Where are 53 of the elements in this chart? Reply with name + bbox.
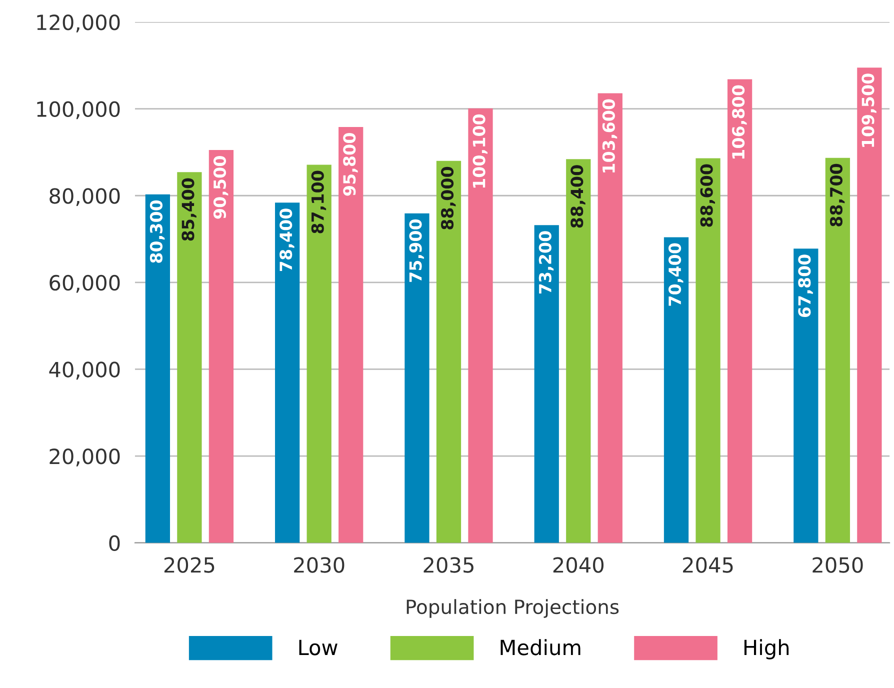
bar [794,248,818,543]
bar [825,158,850,543]
bar [306,164,332,543]
x-tick-label: 2050 [812,557,863,573]
data-label: 109,500 [862,74,876,147]
bar [404,213,430,543]
y-tick-label: 40,000 [49,362,120,380]
x-tick-label: 2035 [424,557,474,573]
data-label: 88,700 [830,164,845,226]
y-tick-label: 100,000 [37,101,120,120]
data-label: 78,400 [280,208,294,271]
x-tick-label: 2030 [294,557,344,573]
y-tick-label: 80,000 [50,188,120,206]
data-label: 88,000 [440,166,456,230]
bar [177,172,202,543]
bar [566,159,591,543]
bar [275,202,300,543]
x-tick-label: 2040 [553,557,604,573]
x-tick-label: 2045 [683,557,733,573]
bar [664,237,689,543]
data-label: 80,300 [150,200,165,263]
y-tick-label: 120,000 [37,14,120,32]
data-label: 88,600 [700,164,715,227]
bar [338,127,364,543]
bar [696,158,720,543]
data-label: 85,400 [182,178,196,241]
bar [598,93,622,543]
y-tick-label: 0 [109,535,120,552]
bar [145,194,170,543]
data-label: 75,900 [409,219,424,282]
data-label: 88,400 [570,165,586,228]
data-label: 90,500 [213,156,228,219]
x-axis-title: Population Projections [406,599,619,618]
data-label: 106,800 [732,85,747,159]
data-label: 73,200 [538,231,554,294]
legend-label: High [744,639,789,660]
y-tick-label: 20,000 [50,448,120,466]
data-label: 87,100 [311,170,326,234]
data-label: 100,100 [472,114,488,188]
bar [727,79,752,543]
data-label: 67,800 [798,254,813,318]
bar [857,68,882,543]
x-tick-label: 2025 [164,557,214,573]
bar [208,150,234,543]
bar [468,108,493,543]
bar [436,160,462,543]
legend-label: Low [299,640,338,656]
y-tick-label: 60,000 [50,274,120,293]
data-label: 103,600 [602,99,618,172]
data-label: 95,800 [343,133,358,196]
data-label: 70,400 [668,243,684,306]
bar [534,225,559,543]
legend-label: Medium [500,639,580,656]
